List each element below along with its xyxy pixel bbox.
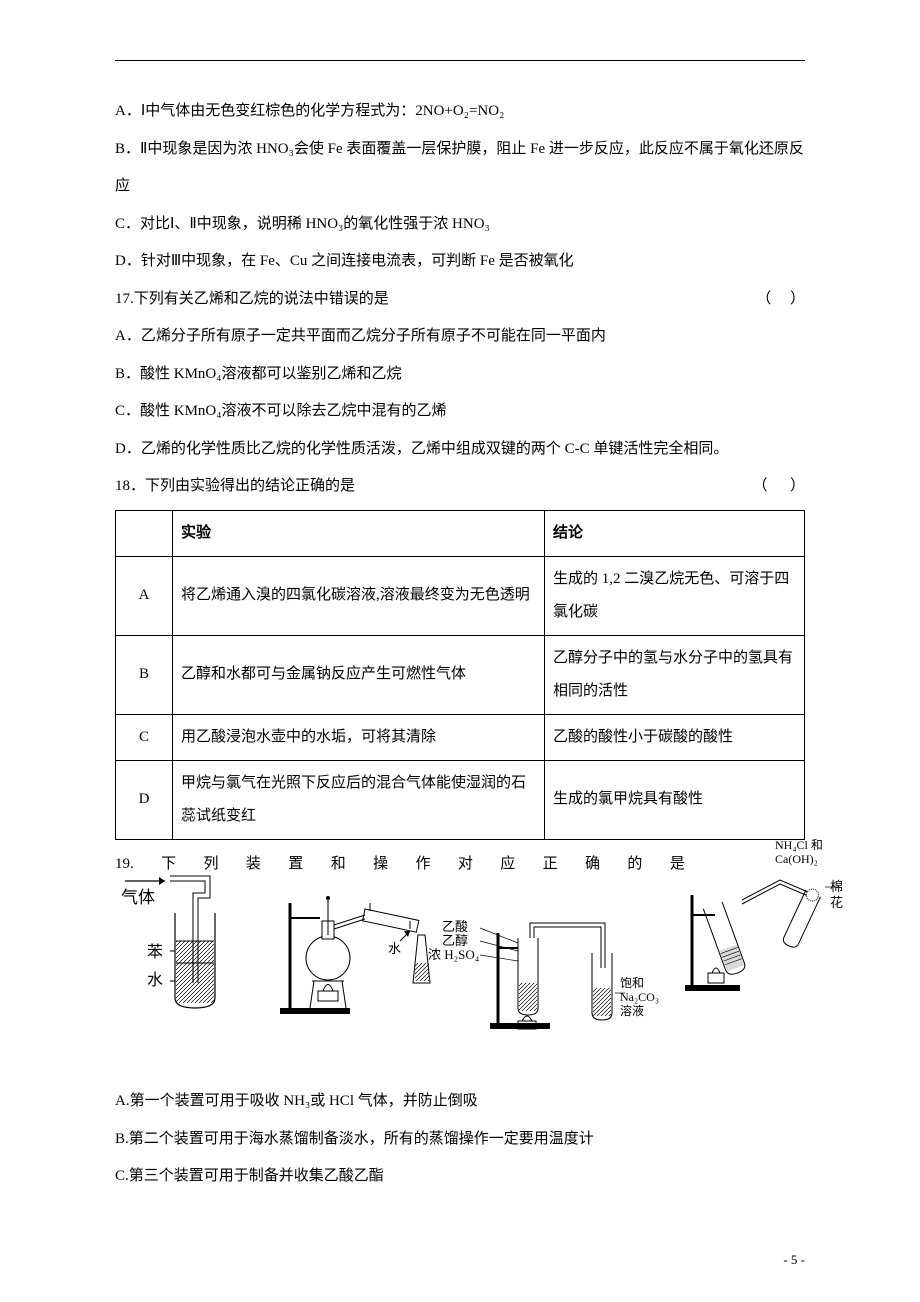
nh4cl-l2: Ca(OH)₂ bbox=[775, 853, 823, 867]
label-na2co3: 饱和 Na₂CO₃ 溶液 bbox=[620, 977, 659, 1018]
apparatus-1-svg bbox=[115, 863, 265, 1013]
row-label: A bbox=[116, 556, 173, 635]
na2co3-l2: Na₂CO₃ bbox=[620, 991, 659, 1005]
page-container: A．Ⅰ中气体由无色变红棕色的化学方程式为：2NO+O₂=NO₂ B．Ⅱ中现象是因… bbox=[0, 0, 920, 1302]
apparatus-2: 水 bbox=[270, 863, 450, 1023]
label-nh4cl: NH₄Cl 和 Ca(OH)₂ bbox=[775, 839, 823, 867]
table-row: B 乙醇和水都可与金属钠反应产生可燃性气体 乙醇分子中的氢与水分子中的氢具有相同… bbox=[116, 635, 805, 714]
q17-paren: （ ） bbox=[756, 281, 805, 319]
apparatus-3: 乙酸 乙醇 浓 H₂SO₄ 饱和 Na₂CO₃ 溶液 bbox=[460, 873, 660, 1043]
label-cotton: 棉花 bbox=[830, 879, 850, 910]
label-water: 水 bbox=[147, 971, 163, 990]
apparatus-2-svg bbox=[270, 863, 450, 1023]
label-benzene: 苯 bbox=[147, 943, 163, 962]
nh4cl-l1: NH₄Cl 和 bbox=[775, 839, 823, 853]
label-h2so4: 浓 H₂SO₄ bbox=[428, 947, 479, 963]
table-header-row: 实验 结论 bbox=[116, 510, 805, 556]
q17-stem: 17.下列有关乙烯和乙烷的说法中错误的是 bbox=[115, 281, 756, 319]
table-row: D 甲烷与氯气在光照下反应后的混合气体能使湿润的石蕊试纸变红 生成的氯甲烷具有酸… bbox=[116, 760, 805, 839]
label-gas: 气体 bbox=[121, 888, 155, 908]
apparatus-4-svg bbox=[680, 845, 850, 1015]
q16-option-d: D．针对Ⅲ中现象，在 Fe、Cu 之间连接电流表，可判断 Fe 是否被氧化 bbox=[115, 243, 805, 281]
row-exp: 将乙烯通入溴的四氯化碳溶液,溶液最终变为无色透明 bbox=[173, 556, 545, 635]
apparatus-row: 气体 苯 水 bbox=[115, 863, 805, 1043]
table-row: A 将乙烯通入溴的四氯化碳溶液,溶液最终变为无色透明 生成的 1,2 二溴乙烷无… bbox=[116, 556, 805, 635]
q19-option-a: A.第一个装置可用于吸收 NH₃或 HCl 气体，并防止倒吸 bbox=[115, 1083, 805, 1121]
table-row: C 用乙酸浸泡水壶中的水垢，可将其清除 乙酸的酸性小于碳酸的酸性 bbox=[116, 714, 805, 760]
row-label: D bbox=[116, 760, 173, 839]
label-water2: 水 bbox=[388, 941, 401, 957]
q16-option-b: B．Ⅱ中现象是因为浓 HNO₃会使 Fe 表面覆盖一层保护膜，阻止 Fe 进一步… bbox=[115, 131, 805, 206]
header-conclusion: 结论 bbox=[545, 510, 805, 556]
row-con: 生成的氯甲烷具有酸性 bbox=[545, 760, 805, 839]
row-label: C bbox=[116, 714, 173, 760]
q18-stem-row: 18．下列由实验得出的结论正确的是 （ ） bbox=[115, 468, 805, 506]
q16-option-c: C．对比Ⅰ、Ⅱ中现象，说明稀 HNO₃的氧化性强于浓 HNO₃ bbox=[115, 206, 805, 244]
q17-option-a: A．乙烯分子所有原子一定共平面而乙烷分子所有原子不可能在同一平面内 bbox=[115, 318, 805, 356]
q18-table: 实验 结论 A 将乙烯通入溴的四氯化碳溶液,溶液最终变为无色透明 生成的 1,2… bbox=[115, 510, 805, 840]
q19-option-b: B.第二个装置可用于海水蒸馏制备淡水，所有的蒸馏操作一定要用温度计 bbox=[115, 1121, 805, 1159]
na2co3-l1: 饱和 bbox=[620, 977, 659, 991]
row-con: 生成的 1,2 二溴乙烷无色、可溶于四氯化碳 bbox=[545, 556, 805, 635]
header-rule bbox=[115, 60, 805, 61]
q18-paren: （ ） bbox=[752, 468, 805, 506]
row-exp: 甲烷与氯气在光照下反应后的混合气体能使湿润的石蕊试纸变红 bbox=[173, 760, 545, 839]
apparatus-1: 气体 苯 水 bbox=[115, 863, 265, 1013]
q17-option-c: C．酸性 KMnO₄溶液不可以除去乙烷中混有的乙烯 bbox=[115, 393, 805, 431]
page-number: - 5 - bbox=[783, 1252, 805, 1268]
q17-stem-row: 17.下列有关乙烯和乙烷的说法中错误的是 （ ） bbox=[115, 281, 805, 319]
header-experiment: 实验 bbox=[173, 510, 545, 556]
q18-stem: 18．下列由实验得出的结论正确的是 bbox=[115, 468, 752, 506]
q19-option-c: C.第三个装置可用于制备并收集乙酸乙酯 bbox=[115, 1158, 805, 1196]
q17-option-b: B．酸性 KMnO₄溶液都可以鉴别乙烯和乙烷 bbox=[115, 356, 805, 394]
q16-option-a: A．Ⅰ中气体由无色变红棕色的化学方程式为：2NO+O₂=NO₂ bbox=[115, 93, 805, 131]
apparatus-4: NH₄Cl 和 Ca(OH)₂ 棉花 bbox=[680, 845, 850, 1015]
q17-option-d: D．乙烯的化学性质比乙烷的化学性质活泼，乙烯中组成双键的两个 C-C 单键活性完… bbox=[115, 431, 805, 469]
row-exp: 乙醇和水都可与金属钠反应产生可燃性气体 bbox=[173, 635, 545, 714]
row-con: 乙醇分子中的氢与水分子中的氢具有相同的活性 bbox=[545, 635, 805, 714]
na2co3-l3: 溶液 bbox=[620, 1005, 659, 1019]
row-label: B bbox=[116, 635, 173, 714]
row-con: 乙酸的酸性小于碳酸的酸性 bbox=[545, 714, 805, 760]
row-exp: 用乙酸浸泡水壶中的水垢，可将其清除 bbox=[173, 714, 545, 760]
header-blank bbox=[116, 510, 173, 556]
